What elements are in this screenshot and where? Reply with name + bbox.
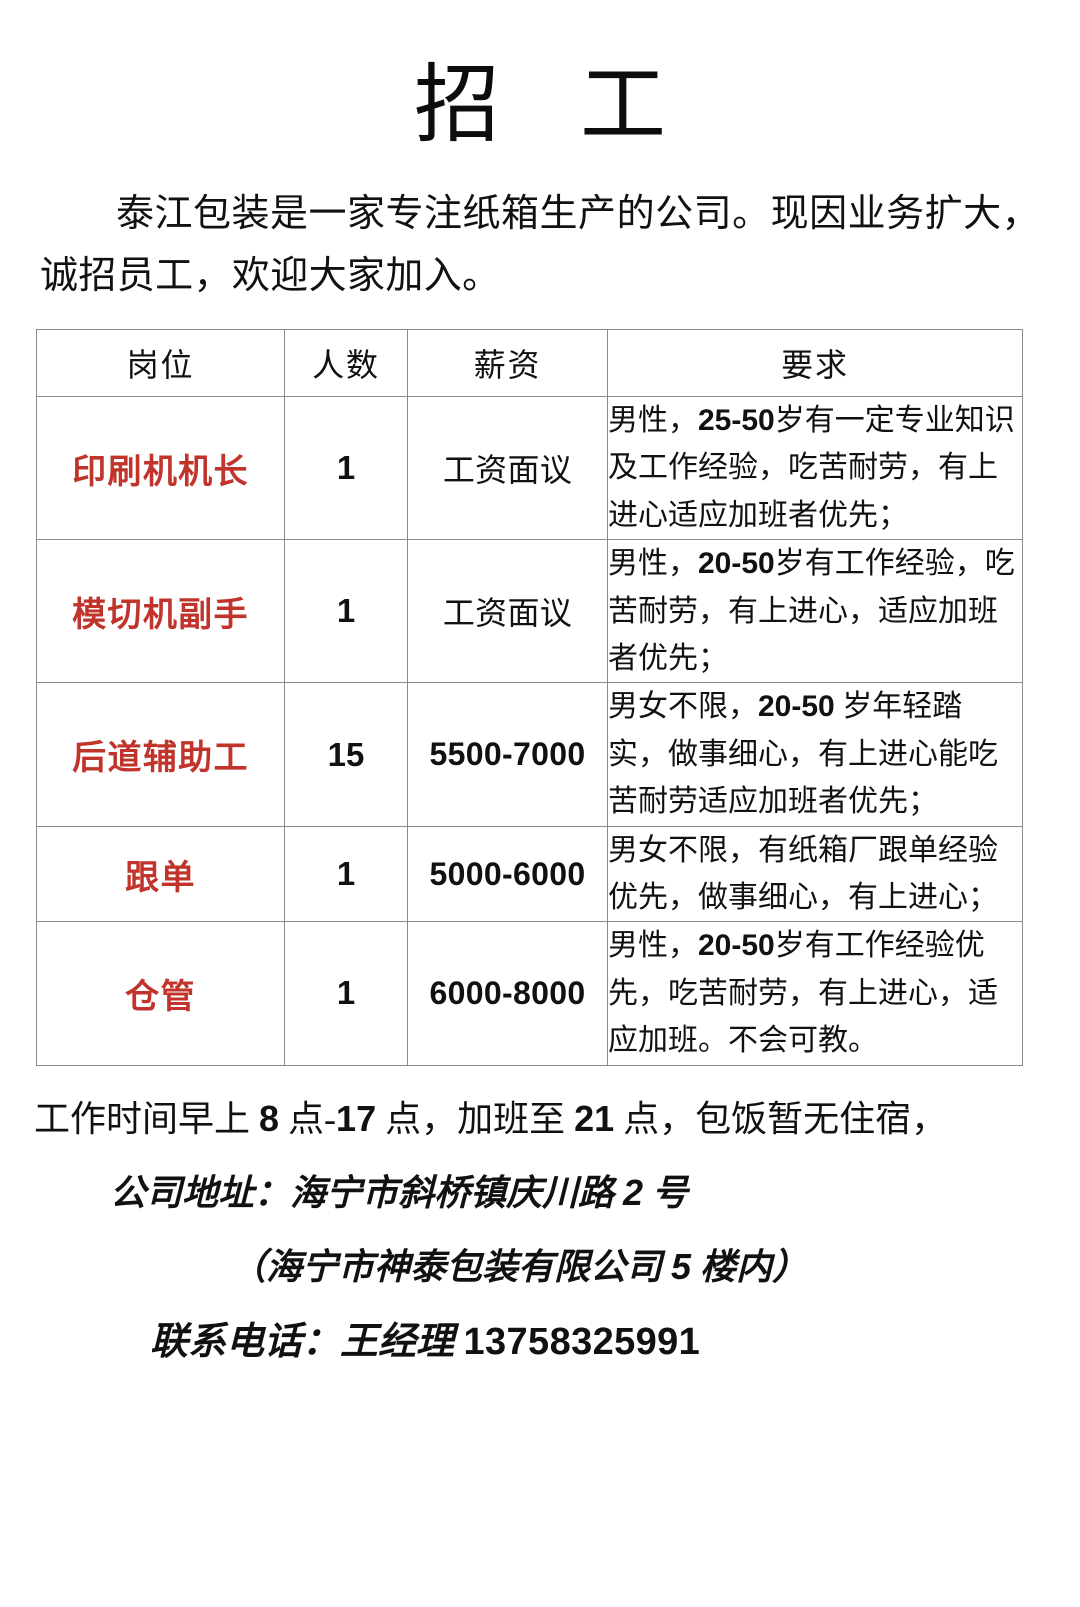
- contact-phone-line: 联系电话：王经理 13758325991: [150, 1314, 1080, 1371]
- address-detail-pre: （海宁市神泰包装有限公司: [230, 1246, 672, 1287]
- address-suffix: 号: [643, 1172, 689, 1213]
- phone-number[interactable]: 13758325991: [463, 1320, 701, 1363]
- cell-position: 仓管: [36, 921, 285, 1066]
- cell-count: 1: [284, 921, 408, 1066]
- cell-position: 跟单: [36, 825, 285, 923]
- hours-text-3: 点，加班至: [376, 1098, 575, 1139]
- cell-count: 1: [284, 825, 408, 923]
- footer-info: 工作时间早上 8 点-17 点，加班至 21 点，包饭暂无住宿， 公司地址：海宁…: [0, 1092, 1080, 1371]
- jobs-table: 岗位 人数 薪资 要求 印刷机机长 1 工资面议 男性，25-50岁有一定专业知识及工…: [36, 329, 1023, 1066]
- requirement-text-post: 岁有工作经验，吃苦耐劳，有上进心，适应加班者优先；: [608, 547, 1015, 676]
- requirement-age-range: 20-50: [698, 929, 775, 963]
- requirement-age-range: 20-50: [758, 690, 835, 724]
- company-address-line: 公司地址：海宁市斜桥镇庆川路 2 号: [110, 1166, 1080, 1220]
- column-header-count: 人数: [284, 329, 408, 398]
- cell-salary: 工资面议: [407, 539, 608, 684]
- cell-count: 15: [284, 682, 408, 827]
- cell-salary: 5000-6000: [407, 825, 608, 923]
- column-header-position: 岗位: [36, 329, 285, 398]
- hours-text-1: 工作时间早上: [34, 1098, 260, 1139]
- cell-requirement: 男女不限，有纸箱厂跟单经验优先，做事细心，有上进心；: [607, 825, 1023, 923]
- address-text: 公司地址：海宁市斜桥镇庆川路: [110, 1172, 624, 1213]
- table-row: 模切机副手 1 工资面议 男性，20-50岁有工作经验，吃苦耐劳，有上进心，适应加班者…: [36, 539, 1023, 684]
- cell-position: 后道辅助工: [36, 682, 285, 827]
- table-row: 跟单 1 5000-6000 男女不限，有纸箱厂跟单经验优先，做事细心，有上进心；: [36, 825, 1023, 923]
- address-detail-post: 楼内）: [691, 1246, 809, 1287]
- hours-text-2: 点-: [279, 1098, 337, 1139]
- address-number: 2: [623, 1171, 644, 1213]
- cell-position: 模切机副手: [36, 539, 285, 684]
- table-header-row: 岗位 人数 薪资 要求: [36, 329, 1023, 398]
- hours-start: 8: [259, 1097, 280, 1139]
- requirement-text-pre: 男性，: [608, 547, 698, 581]
- page-title: 招 工: [414, 57, 696, 153]
- cell-count: 1: [284, 396, 408, 541]
- requirement-text-post: 岁有一定专业知识及工作经验，吃苦耐劳，有上进心适应加班者优先；: [608, 404, 1015, 532]
- company-address-detail-line: （海宁市神泰包装有限公司 5 楼内）: [230, 1240, 1080, 1294]
- cell-salary: 5500-7000: [407, 682, 608, 827]
- column-header-requirement: 要求: [607, 329, 1023, 398]
- column-header-salary: 薪资: [407, 329, 608, 398]
- floor-number: 5: [671, 1245, 692, 1287]
- requirement-text-post: 岁年轻踏实，做事细心，有上进心能吃苦耐劳适应加班者优先；: [608, 690, 998, 819]
- contact-label: 联系电话：王经理: [150, 1320, 464, 1363]
- requirement-text-pre: 男女不限，有纸箱厂跟单经验优先，做事细心，有上进心；: [608, 833, 998, 914]
- cell-requirement: 男女不限，20-50 岁年轻踏实，做事细心，有上进心能吃苦耐劳适应加班者优先；: [607, 682, 1023, 827]
- cell-requirement: 男性，20-50岁有工作经验，吃苦耐劳，有上进心，适应加班者优先；: [607, 539, 1023, 684]
- cell-salary: 6000-8000: [407, 921, 608, 1066]
- intro-paragraph: 泰江包装是一家专注纸箱生产的公司。现因业务扩大，诚招员工，欢迎大家加入。: [40, 193, 1040, 297]
- cell-requirement: 男性，20-50岁有工作经验优先，吃苦耐劳，有上进心，适应加班。不会可教。: [607, 921, 1023, 1066]
- hours-end: 17: [336, 1097, 377, 1139]
- table-row: 后道辅助工 15 5500-7000 男女不限，20-50 岁年轻踏实，做事细心，有上…: [36, 682, 1023, 827]
- hours-text-4: 点，包饭暂无住宿，: [614, 1098, 948, 1139]
- table-row: 仓管 1 6000-8000 男性，20-50岁有工作经验优先，吃苦耐劳，有上进心，适…: [36, 921, 1023, 1066]
- cell-salary: 工资面议: [407, 396, 608, 541]
- cell-position: 印刷机机长: [36, 396, 285, 541]
- jobs-table-container: 岗位 人数 薪资 要求 印刷机机长 1 工资面议 男性，25-50岁有一定专业知识及工…: [36, 329, 1044, 1066]
- jobs-table-body: 印刷机机长 1 工资面议 男性，25-50岁有一定专业知识及工作经验，吃苦耐劳，有上进…: [36, 396, 1023, 1066]
- requirement-text-pre: 男性，: [608, 404, 698, 438]
- requirement-text-post: 岁有工作经验优先，吃苦耐劳，有上进心，适应加班。不会可教。: [608, 929, 998, 1058]
- cell-requirement: 男性，25-50岁有一定专业知识及工作经验，吃苦耐劳，有上进心适应加班者优先；: [607, 396, 1023, 541]
- requirement-text-pre: 男性，: [608, 929, 698, 963]
- cell-count: 1: [284, 539, 408, 684]
- overtime-end: 21: [574, 1097, 615, 1139]
- requirement-age-range: 25-50: [698, 404, 775, 438]
- working-hours-line: 工作时间早上 8 点-17 点，加班至 21 点，包饭暂无住宿，: [34, 1092, 1080, 1146]
- table-row: 印刷机机长 1 工资面议 男性，25-50岁有一定专业知识及工作经验，吃苦耐劳，有上进…: [36, 396, 1023, 541]
- requirement-text-pre: 男女不限，: [608, 690, 758, 724]
- requirement-age-range: 20-50: [698, 547, 775, 581]
